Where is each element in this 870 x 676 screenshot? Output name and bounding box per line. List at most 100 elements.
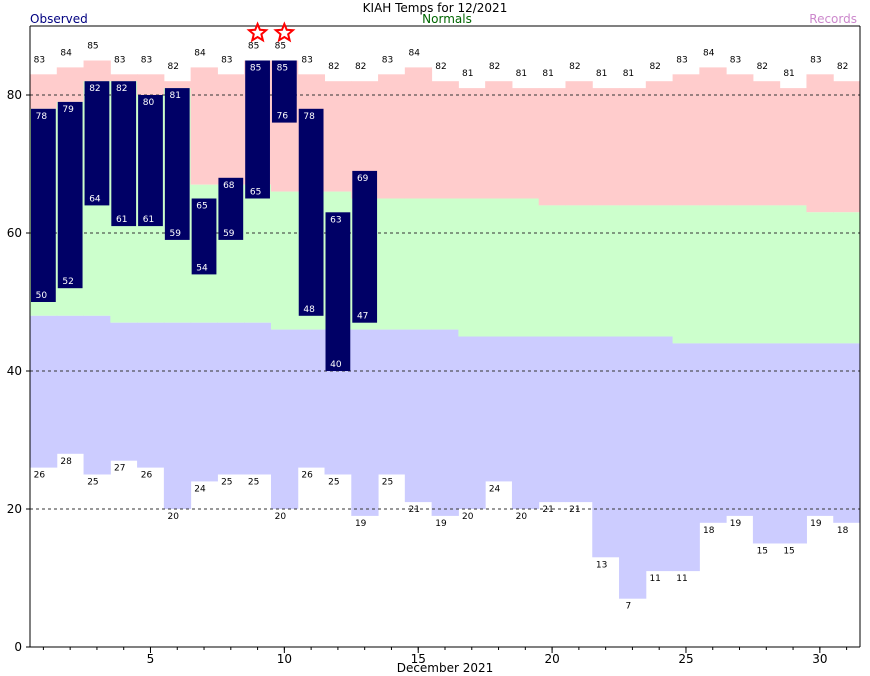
record-high-band <box>672 74 700 206</box>
record-high-band <box>565 81 593 206</box>
record-low-band <box>833 343 861 523</box>
record-low-band <box>30 315 58 468</box>
normal-band <box>806 212 834 344</box>
record-low-band <box>270 329 299 509</box>
observed-low-label: 59 <box>223 229 235 239</box>
observed-high-label: 85 <box>250 64 261 74</box>
record-stars-layer: ☆☆ <box>246 21 296 43</box>
record-low-label: 19 <box>810 519 822 529</box>
record-low-band <box>163 322 192 509</box>
record-high-band <box>110 74 138 82</box>
record-low-band <box>752 343 781 544</box>
observed-bar <box>138 95 163 227</box>
normal-band <box>619 205 647 337</box>
record-high-label: 82 <box>569 62 580 72</box>
record-low-band <box>485 336 513 482</box>
y-tick-label: 80 <box>7 88 22 102</box>
normal-band <box>538 205 566 337</box>
observed-low-label: 65 <box>250 188 261 198</box>
y-tick-label: 0 <box>14 640 22 654</box>
record-high-band <box>324 81 352 192</box>
labels-layer: 83 26 84 28 85 25 83 27 83 26 82 20 84 24 83 25 85 25 85 20… <box>34 42 849 612</box>
record-high-band <box>163 81 192 89</box>
record-low-label: 21 <box>569 505 580 515</box>
observed-low-label: 76 <box>277 112 289 122</box>
record-high-band <box>458 88 486 199</box>
record-low-band <box>672 343 700 572</box>
record-low-band <box>351 329 379 516</box>
record-low-band <box>56 315 85 454</box>
record-low-label: 20 <box>516 512 528 522</box>
record-low-label: 15 <box>783 547 794 557</box>
normal-band <box>431 198 459 330</box>
y-tick-label: 20 <box>7 502 22 516</box>
legend-observed: Observed <box>30 12 88 26</box>
axes-layer: 0 20 40 60 80 5 10 15 20 25 30 <box>7 25 861 666</box>
record-low-label: 24 <box>489 484 501 494</box>
record-low-band <box>538 336 566 503</box>
record-high-band <box>752 81 781 206</box>
chart-title: KIAH Temps for 12/2021 <box>363 1 508 15</box>
observed-high-label: 65 <box>196 202 207 212</box>
record-low-band <box>458 336 486 509</box>
observed-high-label: 68 <box>223 181 235 191</box>
record-high-label: 81 <box>623 69 634 79</box>
record-low-band <box>645 336 674 572</box>
record-low-label: 21 <box>408 505 419 515</box>
normal-band <box>779 205 807 344</box>
record-low-band <box>779 343 807 544</box>
observed-bar <box>31 108 56 302</box>
record-low-band <box>699 343 727 523</box>
observed-high-label: 85 <box>277 64 288 74</box>
record-high-label: 83 <box>730 55 741 65</box>
record-high-label: 82 <box>168 62 179 72</box>
record-low-band <box>217 322 245 475</box>
record-high-label: 83 <box>382 55 393 65</box>
record-low-band <box>83 315 111 475</box>
record-high-band <box>56 67 85 102</box>
record-low-band <box>244 322 272 475</box>
record-high-label: 81 <box>542 69 553 79</box>
record-high-label: 82 <box>757 62 768 72</box>
observed-high-label: 78 <box>36 112 48 122</box>
normal-band <box>485 198 513 337</box>
record-high-label: 83 <box>141 55 152 65</box>
observed-low-label: 61 <box>143 215 154 225</box>
x-tick-label: 30 <box>812 652 827 666</box>
record-low-band <box>297 329 326 468</box>
record-high-label: 82 <box>355 62 366 72</box>
record-low-label: 25 <box>87 478 98 488</box>
record-star-icon: ☆ <box>246 21 269 43</box>
record-high-band <box>431 81 459 199</box>
record-low-band <box>110 322 138 461</box>
record-high-label: 84 <box>60 48 72 58</box>
record-high-label: 82 <box>489 62 500 72</box>
record-low-label: 15 <box>757 547 768 557</box>
observed-low-label: 50 <box>36 291 48 301</box>
record-high-label: 82 <box>328 62 339 72</box>
record-high-label: 82 <box>435 62 446 72</box>
record-low-label: 26 <box>141 471 153 481</box>
record-high-label: 81 <box>783 69 794 79</box>
x-tick-label: 25 <box>678 652 693 666</box>
observed-bar <box>325 212 351 371</box>
record-low-band <box>137 322 165 468</box>
record-low-band <box>592 336 620 558</box>
y-tick-label: 60 <box>7 226 22 240</box>
record-low-label: 26 <box>301 471 313 481</box>
normal-band <box>592 205 620 337</box>
record-high-label: 83 <box>114 55 125 65</box>
record-low-label: 18 <box>703 526 715 536</box>
y-tick-label: 40 <box>7 364 22 378</box>
x-tick-label: 5 <box>147 652 155 666</box>
record-high-band <box>511 88 540 199</box>
normal-band <box>645 205 674 337</box>
record-low-label: 20 <box>462 512 474 522</box>
normal-band <box>833 212 861 344</box>
record-low-band <box>190 322 218 482</box>
record-high-band <box>217 74 245 185</box>
legend-records: Records <box>809 12 857 26</box>
record-high-label: 83 <box>676 55 687 65</box>
record-high-band <box>83 60 111 82</box>
observed-bars-layer <box>31 60 378 371</box>
